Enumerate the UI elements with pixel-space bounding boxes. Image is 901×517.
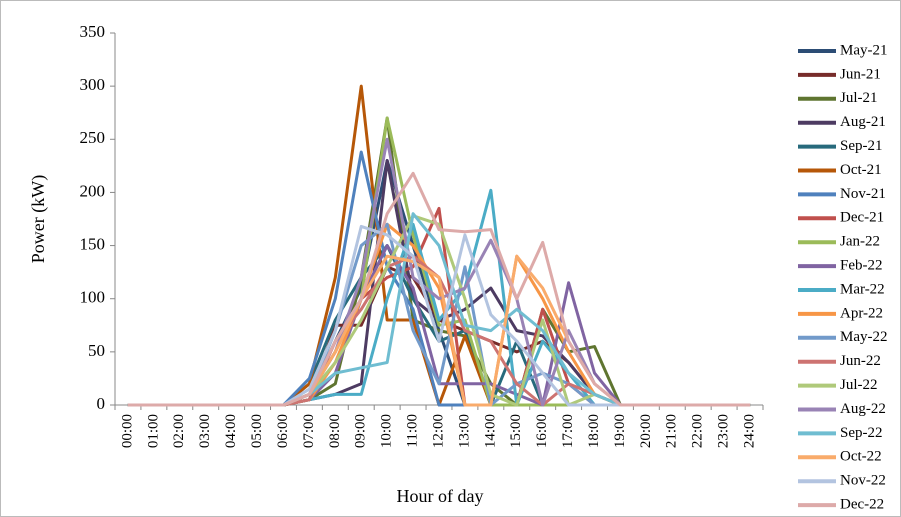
x-tick-label: 18:00 [586,414,602,448]
x-tick-label: 10:00 [379,414,395,448]
legend-label: Sep-22 [840,425,883,441]
series-line [127,171,751,407]
x-tick-label: 00:00 [119,414,135,448]
x-tick-label: 14:00 [482,414,498,448]
y-tick-label: 150 [80,234,106,253]
legend-label: Jun-22 [840,353,881,369]
y-tick-label: 350 [80,22,106,41]
legend-label: Jul-22 [840,377,878,393]
legend-label: Nov-21 [840,186,886,202]
x-tick-label: 09:00 [353,414,369,448]
y-tick-label: 100 [80,288,106,307]
legend-label: May-22 [840,329,888,345]
legend-label: Feb-22 [840,258,883,274]
x-tick-label: 15:00 [508,414,524,448]
legend-label: Aug-22 [840,401,886,417]
x-tick-label: 20:00 [638,414,654,448]
x-tick-label: 05:00 [249,414,265,448]
legend-label: Nov-22 [840,473,886,489]
legend-label: Apr-22 [840,305,883,321]
x-tick-label: 21:00 [664,414,680,448]
x-tick-label: 03:00 [197,414,213,448]
legend-label: Sep-21 [840,138,883,154]
y-axis-title: Power (kW) [28,175,49,263]
legend-label: Oct-22 [840,449,882,465]
x-tick-label: 07:00 [301,414,317,448]
legend-label: Jun-21 [840,66,881,82]
legend-label: Mar-22 [840,281,885,297]
x-tick-label: 04:00 [223,414,239,448]
y-tick-label: 0 [97,394,106,413]
x-tick-label: 01:00 [145,414,161,448]
legend-label: May-21 [840,42,888,58]
x-tick-label: 19:00 [612,414,628,448]
x-tick-label: 24:00 [741,414,757,448]
x-tick-label: 11:00 [405,414,421,448]
x-axis-title: Hour of day [397,486,484,506]
x-tick-label: 16:00 [534,414,550,448]
legend-label: Aug-21 [840,114,886,130]
x-tick-label: 17:00 [560,414,576,448]
y-tick-label: 50 [88,341,105,360]
legend-label: Jul-21 [840,90,878,106]
y-tick-label: 250 [80,128,106,147]
y-tick-label: 300 [80,75,106,94]
x-tick-label: 12:00 [430,414,446,448]
legend-label: Dec-21 [840,210,884,226]
legend-label: Dec-22 [840,497,884,513]
legend-label: Jan-22 [840,234,880,250]
x-tick-label: 08:00 [327,414,343,448]
y-tick-label: 200 [80,181,106,200]
legend-label: Oct-21 [840,162,882,178]
x-tick-label: 23:00 [716,414,732,448]
x-tick-label: 06:00 [275,414,291,448]
x-tick-label: 13:00 [456,414,472,448]
x-tick-label: 22:00 [690,414,706,448]
x-tick-label: 02:00 [171,414,187,448]
